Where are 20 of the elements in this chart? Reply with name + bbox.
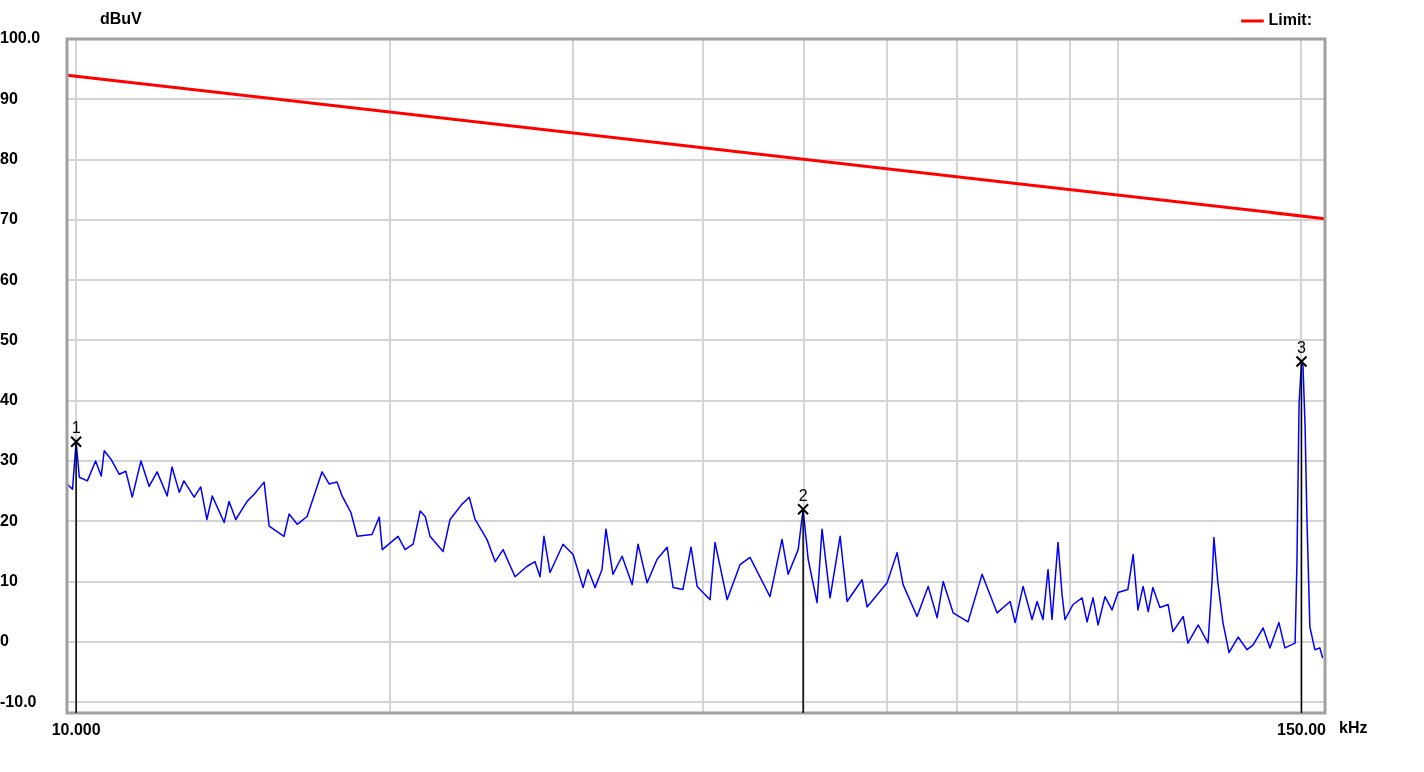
y-tick-label: 0 <box>0 632 9 650</box>
y-tick-label: 40 <box>0 391 18 409</box>
annotation: 2 <box>798 486 808 504</box>
x-tick-label: 150.00 <box>1277 721 1327 739</box>
y-tick-label: 90 <box>0 89 18 107</box>
y-axis-title: dBuV <box>100 10 143 28</box>
y-tick-label: 80 <box>0 149 18 167</box>
y-tick-label: 70 <box>0 210 18 228</box>
annotation: 1 <box>71 419 81 437</box>
legend-label: Limit: <box>1268 11 1312 29</box>
annotation: 3 <box>1297 338 1307 356</box>
x-tick-label: 10.000 <box>51 721 101 739</box>
y-tick-label: 60 <box>0 270 18 288</box>
y-tick-label: 10 <box>0 571 18 589</box>
y-tick-label: 30 <box>0 451 18 469</box>
y-tick-label: -10.0 <box>0 692 37 710</box>
x-axis-title: kHz <box>1339 719 1368 737</box>
y-tick-label: 100.0 <box>0 29 41 47</box>
y-tick-label: 50 <box>0 330 18 348</box>
y-tick-label: 20 <box>0 511 18 529</box>
